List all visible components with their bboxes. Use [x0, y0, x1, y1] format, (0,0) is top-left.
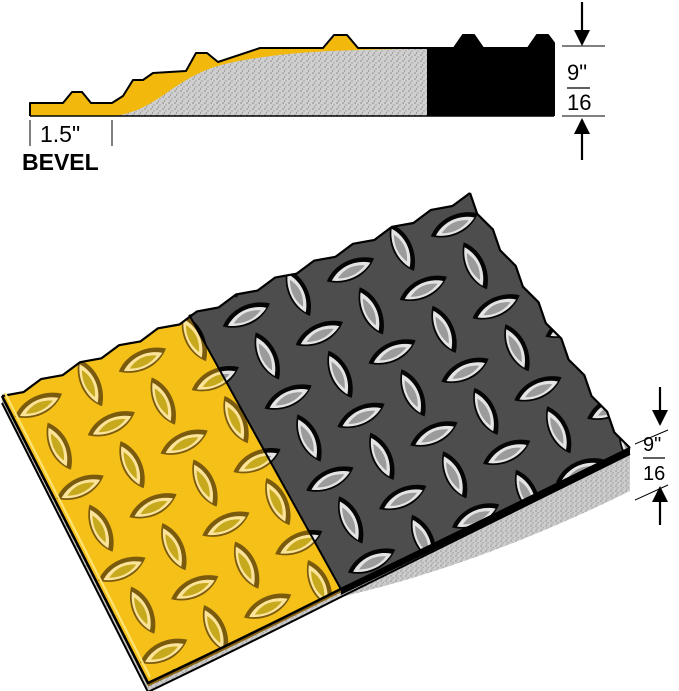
svg-text:BEVEL: BEVEL [22, 149, 99, 175]
svg-text:9": 9" [643, 434, 661, 456]
svg-text:9": 9" [567, 60, 587, 85]
svg-text:16: 16 [567, 90, 591, 115]
svg-text:1.5": 1.5" [40, 121, 80, 147]
svg-text:16: 16 [643, 463, 665, 485]
